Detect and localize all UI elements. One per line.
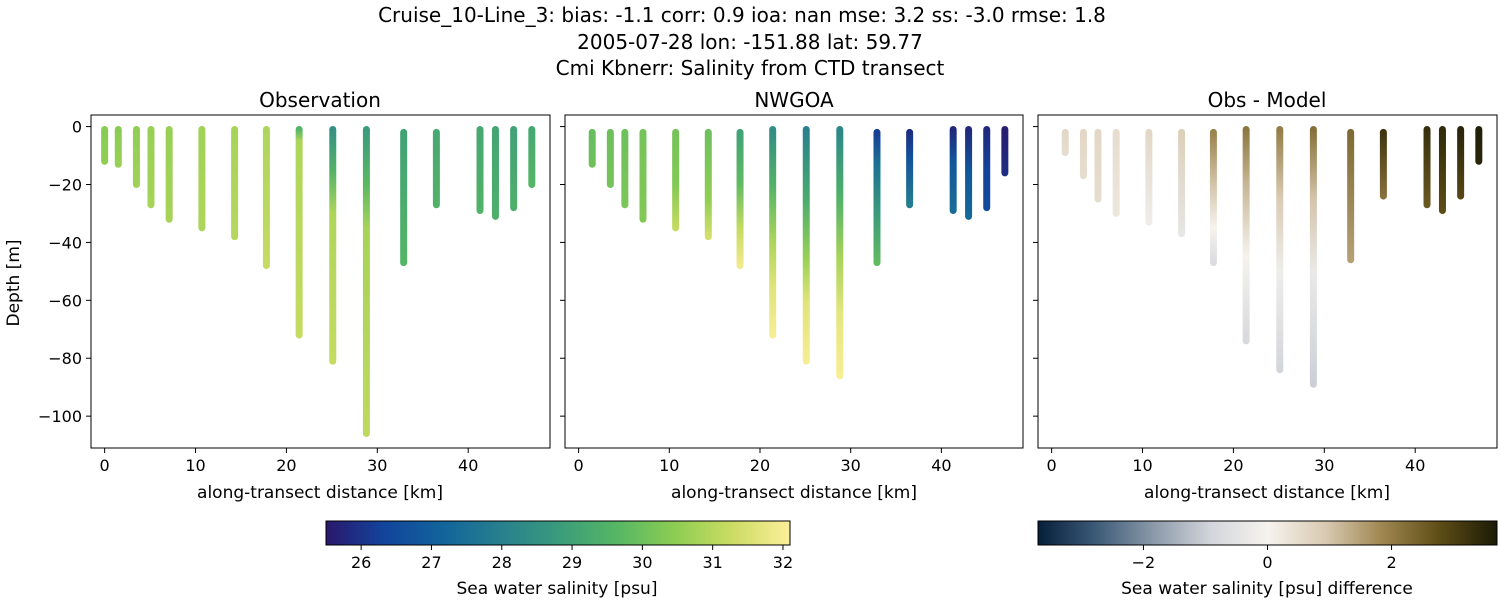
x-tick-label: 20 xyxy=(750,456,770,475)
colorbar-ramp xyxy=(325,520,791,546)
y-tick-label: −80 xyxy=(48,349,82,368)
colorbar-tick-label: 26 xyxy=(351,553,371,572)
panel-title: Obs - Model xyxy=(1208,88,1327,112)
title-line-2: 2005-07-28 lon: -151.88 lat: 59.77 xyxy=(577,30,923,54)
difference-colorbar: Sea water salinity [psu] difference −2 0 2 xyxy=(1037,520,1498,599)
colorbar-tick-label: 2 xyxy=(1386,553,1396,572)
x-tick-label: 40 xyxy=(458,456,478,475)
x-tick-label: 0 xyxy=(100,456,110,475)
colorbar-tick-label: 32 xyxy=(773,553,793,572)
x-tick-label: 30 xyxy=(367,456,387,475)
title-line-3: Cmi Kbnerr: Salinity from CTD transect xyxy=(556,56,945,80)
colorbar-ramp xyxy=(1037,520,1498,546)
panel-title: NWGOA xyxy=(754,88,834,112)
axes-frame xyxy=(90,114,551,449)
x-tick-label: 40 xyxy=(1405,456,1425,475)
difference-panel: Obs - Model along-transect distance [km]… xyxy=(1033,88,1498,503)
y-tick-label: −20 xyxy=(48,175,82,194)
x-tick-label: 30 xyxy=(841,456,861,475)
y-tick-label: −60 xyxy=(48,291,82,310)
x-axis-label: along-transect distance [km] xyxy=(671,483,917,503)
model-panel: NWGOA along-transect distance [km] 0 10 20… xyxy=(560,88,1024,503)
y-tick-label: 0 xyxy=(72,118,82,137)
x-tick-label: 20 xyxy=(1223,456,1243,475)
x-tick-label: 0 xyxy=(574,456,584,475)
colorbar-label: Sea water salinity [psu] difference xyxy=(1121,579,1413,599)
axes-frame xyxy=(564,114,1024,449)
colorbar-label: Sea water salinity [psu] xyxy=(457,579,658,599)
salinity-colorbar: Sea water salinity [psu] 26 27 28 29 30 31 32 xyxy=(325,520,793,599)
x-tick-label: 10 xyxy=(185,456,205,475)
x-axis-label: along-transect distance [km] xyxy=(197,483,443,503)
plot-area: 0 10 20 30 40 0 −20 −40 −60 −80 −100 xyxy=(38,114,551,475)
title-line-1: Cruise_10-Line_3: bias: -1.1 corr: 0.9 i… xyxy=(378,3,1106,27)
colorbar-tick-label: 28 xyxy=(492,553,512,572)
colorbar-tick-label: 0 xyxy=(1262,553,1272,572)
x-tick-label: 0 xyxy=(1047,456,1057,475)
x-tick-label: 10 xyxy=(1132,456,1152,475)
axes-frame xyxy=(1037,114,1498,449)
x-tick-label: 30 xyxy=(1314,456,1334,475)
observation-panel: Observation Depth [m] along-transect dis… xyxy=(4,88,551,503)
colorbar-tick-label: −2 xyxy=(1132,553,1156,572)
colorbar-tick-label: 27 xyxy=(421,553,441,572)
y-axis-label: Depth [m] xyxy=(4,239,24,326)
colorbar-tick-label: 30 xyxy=(632,553,652,572)
colorbar-tick-label: 29 xyxy=(562,553,582,572)
x-tick-label: 40 xyxy=(931,456,951,475)
plot-area: 0 10 20 30 40 xyxy=(1033,114,1498,475)
x-axis-label: along-transect distance [km] xyxy=(1144,483,1390,503)
x-tick-label: 20 xyxy=(276,456,296,475)
figure-title: Cruise_10-Line_3: bias: -1.1 corr: 0.9 i… xyxy=(378,3,1106,80)
panel-title: Observation xyxy=(259,88,381,112)
x-tick-label: 10 xyxy=(659,456,679,475)
y-tick-label: −40 xyxy=(48,233,82,252)
y-tick-label: −100 xyxy=(38,407,82,426)
plot-area: 0 10 20 30 40 xyxy=(560,114,1024,475)
colorbar-tick-label: 31 xyxy=(702,553,722,572)
